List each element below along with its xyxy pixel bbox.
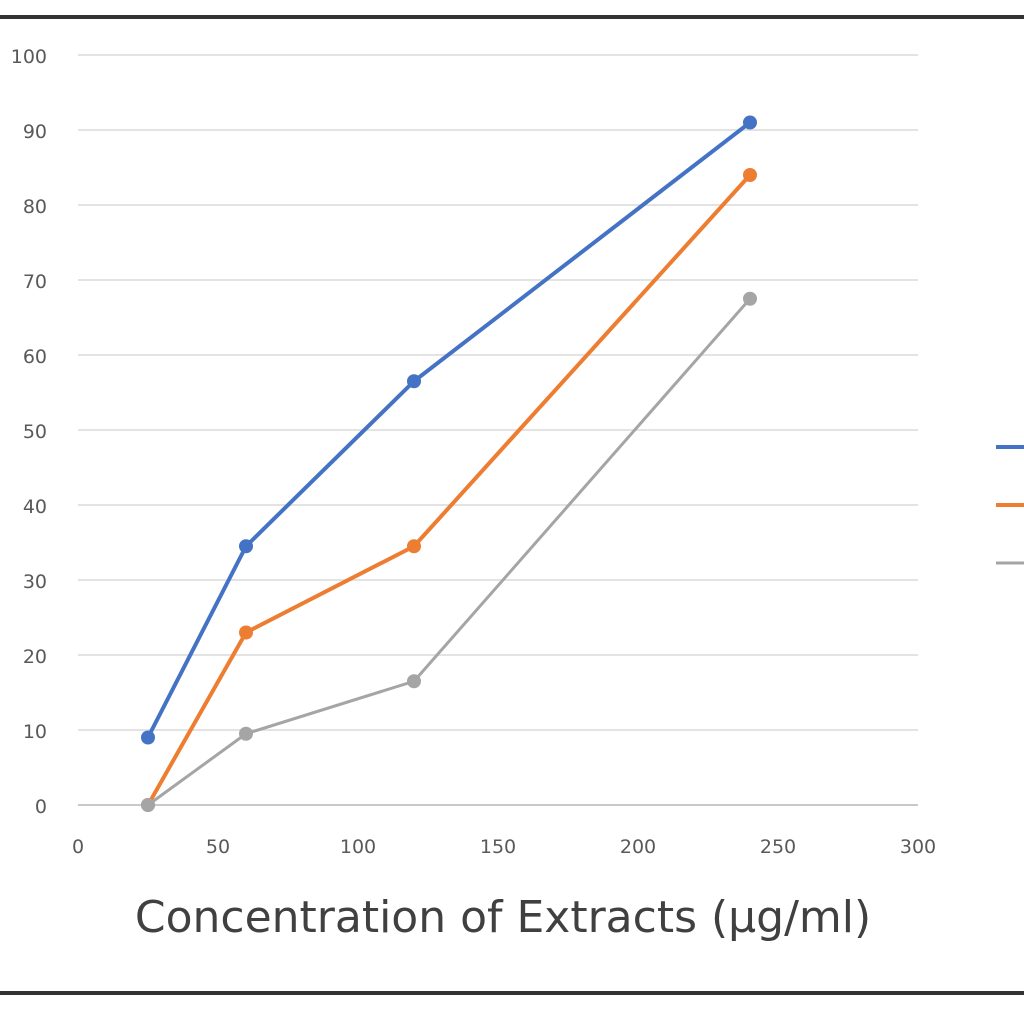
data-point: [407, 674, 421, 689]
x-tick-label: 50: [206, 836, 230, 858]
x-tick-label: 100: [340, 836, 376, 858]
y-tick-label: 60: [23, 346, 47, 368]
y-tick-label: 70: [23, 271, 47, 293]
series-3: [141, 291, 757, 812]
series-line: [146, 120, 752, 739]
x-tick-label: 300: [900, 836, 936, 858]
data-point: [743, 168, 757, 182]
y-tick-label: 20: [23, 646, 47, 668]
y-tick-label: 40: [23, 496, 47, 518]
y-tick-label: 30: [23, 571, 47, 593]
data-point: [239, 539, 253, 554]
x-axis-label: Concentration of Extracts (µg/ml): [135, 892, 871, 943]
data-point: [407, 539, 421, 554]
data-point: [239, 726, 253, 741]
data-point: [141, 730, 155, 745]
series-lines: [141, 115, 757, 812]
series-1: [141, 115, 757, 745]
x-tick-label: 200: [620, 836, 656, 858]
data-point: [743, 115, 757, 130]
y-tick-label: 90: [23, 121, 47, 143]
data-point: [239, 625, 253, 640]
x-tick-label: 250: [760, 836, 796, 858]
y-tick-label: 50: [23, 421, 47, 443]
y-tick-label: 0: [35, 796, 47, 818]
y-tick-label: 10: [23, 721, 47, 743]
data-point: [141, 798, 155, 812]
x-tick-label: 150: [480, 836, 516, 858]
series-line: [147, 297, 752, 807]
y-tick-label: 80: [23, 196, 47, 218]
series-line: [146, 173, 752, 806]
gridlines: [78, 54, 918, 806]
data-point: [743, 291, 757, 306]
x-tick-label: 0: [72, 836, 84, 858]
data-point: [407, 374, 421, 389]
legend: [996, 445, 1024, 565]
y-tick-label: 100: [11, 46, 47, 68]
x-tick-labels: 0 50 100 150 200 250 300: [72, 836, 936, 858]
y-tick-labels: 0 10 20 30 40 50 60 70 80 90 100: [11, 46, 47, 818]
